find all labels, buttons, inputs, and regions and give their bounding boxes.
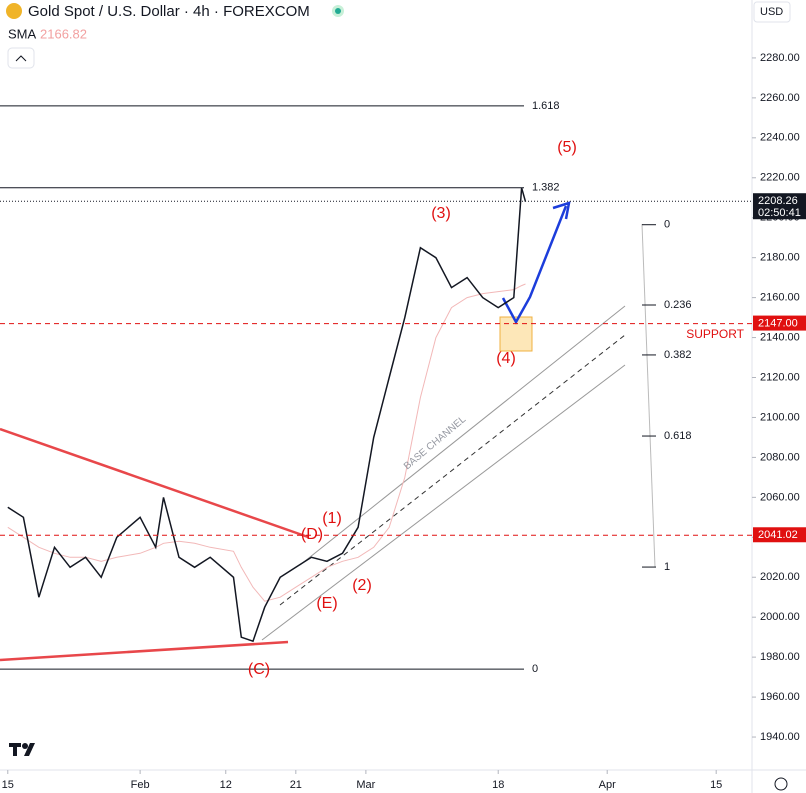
wave-label: (1) (322, 510, 342, 527)
y-tick-label: 2260.00 (760, 92, 800, 104)
price-axis (752, 0, 806, 793)
y-tick-label: 2280.00 (760, 52, 800, 64)
x-tick-label: Feb (131, 779, 150, 791)
y-tick-label: 2060.00 (760, 491, 800, 503)
fib-retracement-label: 0.618 (664, 430, 692, 442)
collapse-icon (15, 55, 27, 62)
projection-arrow (501, 205, 568, 325)
wave-label: (D) (301, 526, 323, 543)
trend-line (0, 427, 309, 539)
price-marker-label: 2208.26 (758, 195, 798, 207)
arrow-head (552, 201, 571, 220)
fib-extension-label: 1.618 (532, 100, 560, 112)
y-tick-label: 2100.00 (760, 411, 800, 423)
collapse-button[interactable] (7, 47, 35, 69)
y-tick-label: 2220.00 (760, 172, 800, 184)
countdown: 02:50:41 (758, 207, 801, 219)
wave-label: (E) (316, 595, 337, 612)
fib-trend (641, 223, 656, 568)
y-tick-label: 1960.00 (760, 691, 800, 703)
y-tick-label: 2000.00 (760, 611, 800, 623)
fib-retracement-label: 0.236 (664, 299, 692, 311)
x-tick-label: 15 (710, 779, 722, 791)
fib-extension-label: 1.382 (532, 182, 560, 194)
chart-title: Gold Spot / U.S. Dollar · 4h · FOREXCOM (28, 3, 310, 20)
y-tick-label: 1940.00 (760, 731, 800, 743)
logo (9, 743, 35, 756)
price-marker (753, 527, 806, 543)
fib-retracement-label: 0 (664, 219, 670, 231)
y-tick-label: 2240.00 (760, 132, 800, 144)
price-marker-label: 2147.00 (758, 317, 798, 329)
wave-label: (C) (248, 661, 270, 678)
support-label: SUPPORT (686, 327, 744, 341)
annotations (0, 201, 656, 662)
status-dot (335, 8, 341, 14)
channel-line (299, 305, 626, 566)
channel-line (261, 364, 626, 641)
x-tick-label: Apr (599, 779, 616, 791)
indicator-name: SMA (8, 26, 37, 41)
price-marker-label: 2041.02 (758, 529, 798, 541)
wave-label: (4) (496, 350, 516, 367)
settings-button[interactable] (774, 777, 788, 791)
fib-extension-label: 0 (532, 663, 538, 675)
y-tick-label: 2020.00 (760, 571, 800, 583)
fib-retracement-label: 0.382 (664, 349, 692, 361)
symbol-icon (6, 3, 22, 19)
y-tick-label: 2160.00 (760, 292, 800, 304)
trend-line (0, 640, 289, 662)
y-tick-label: 1980.00 (760, 651, 800, 663)
y-tick-label: 2120.00 (760, 371, 800, 383)
y-tick-label: 2080.00 (760, 451, 800, 463)
channel-mid-line (279, 334, 626, 606)
wave-label: (2) (352, 577, 372, 594)
x-tick-label: 15 (2, 779, 14, 791)
y-tick-label: 2140.00 (760, 331, 800, 343)
y-tick-label: 2180.00 (760, 252, 800, 264)
x-tick-label: 21 (290, 779, 302, 791)
wave-label: (5) (557, 139, 577, 156)
price-line (7, 187, 527, 643)
x-tick-label: Mar (356, 779, 375, 791)
price-marker (753, 193, 806, 220)
fib-retracement-label: 1 (664, 561, 670, 573)
wave-label: (3) (431, 205, 451, 222)
x-tick-label: 12 (220, 779, 232, 791)
currency: USD (760, 6, 783, 18)
sma-line (7, 283, 526, 602)
x-tick-label: 18 (492, 779, 504, 791)
price-marker (753, 315, 806, 331)
currency-button[interactable] (753, 1, 791, 23)
indicator-value: 2166.82 (40, 26, 87, 41)
